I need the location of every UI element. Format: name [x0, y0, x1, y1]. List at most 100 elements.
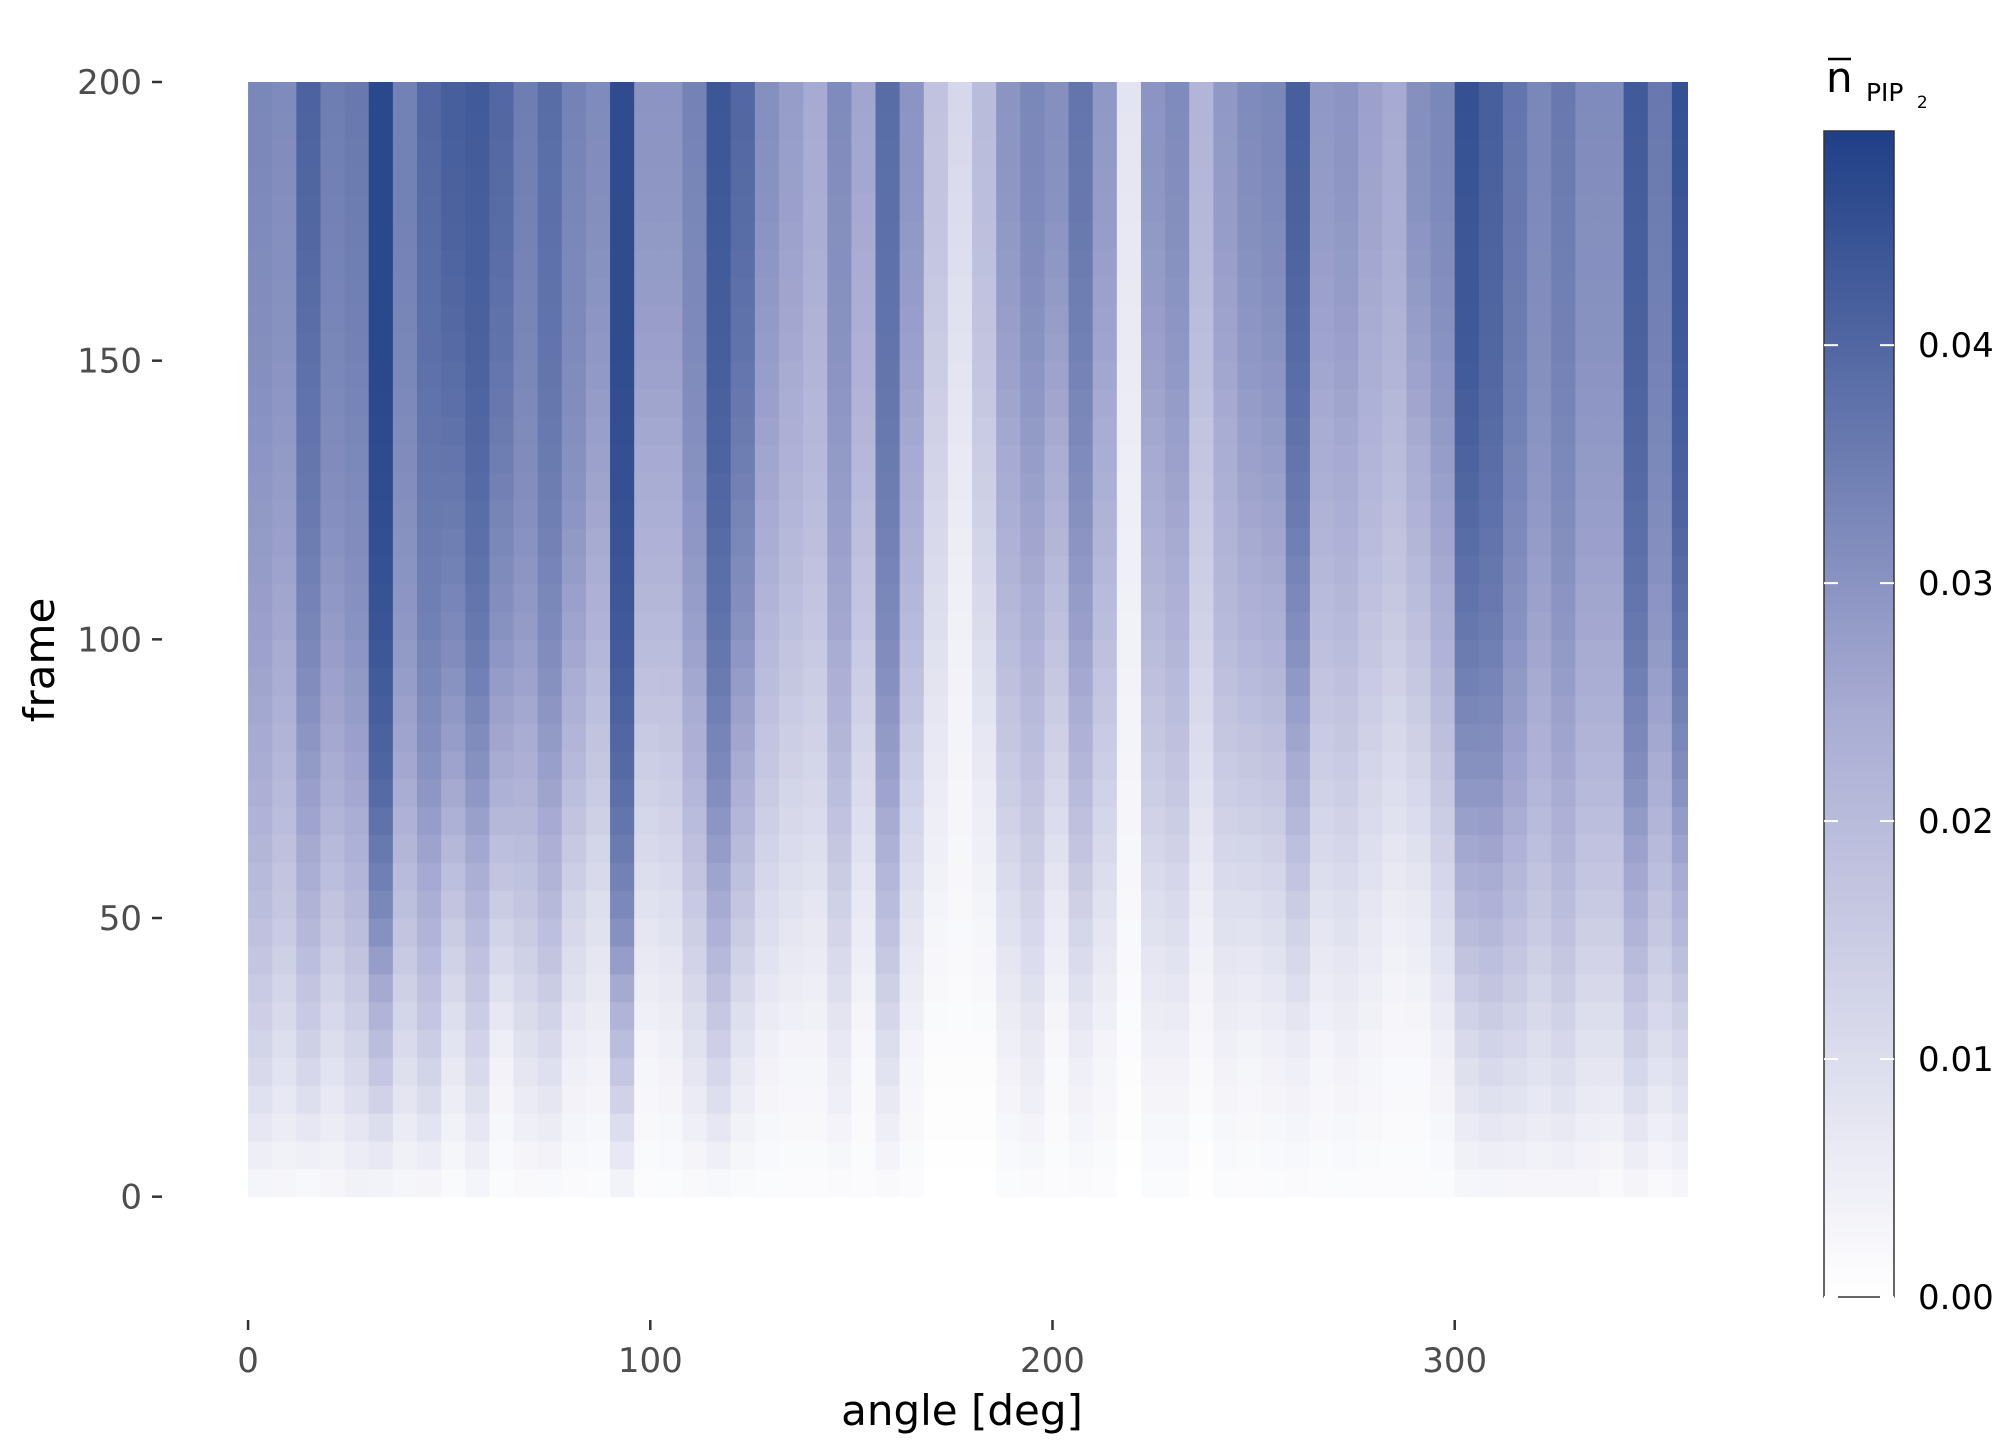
heatmap-cell	[513, 1029, 539, 1058]
heatmap-cell	[1334, 750, 1359, 780]
heatmap-cell	[610, 165, 635, 195]
heatmap-cell	[1092, 1113, 1118, 1142]
heatmap-cell	[1309, 416, 1335, 445]
heatmap-cell	[561, 304, 587, 334]
heatmap-cell	[392, 555, 418, 585]
heatmap-cell	[513, 750, 539, 780]
heatmap-cell	[441, 722, 466, 752]
heatmap-cell	[1116, 221, 1142, 250]
heatmap-cell	[489, 722, 515, 752]
heatmap-cell	[1285, 277, 1311, 306]
heatmap-cell	[489, 360, 515, 390]
heatmap-cell	[730, 1168, 756, 1198]
heatmap-cell	[248, 109, 273, 139]
heatmap-cell	[899, 973, 925, 1003]
heatmap-cell	[923, 555, 949, 585]
heatmap-cell	[585, 695, 611, 724]
heatmap-cell	[585, 862, 611, 891]
heatmap-cell	[1213, 667, 1239, 696]
heatmap-cell	[585, 388, 611, 418]
heatmap-cell	[803, 304, 828, 334]
heatmap-cell	[1671, 193, 1688, 222]
heatmap-cell	[465, 1029, 490, 1058]
heatmap-cell	[1599, 778, 1625, 808]
heatmap-cell	[1478, 890, 1504, 919]
heatmap-cell	[320, 360, 346, 390]
heatmap-cell	[248, 611, 273, 640]
heatmap-cell	[1454, 918, 1480, 947]
heatmap-cell	[827, 416, 852, 445]
heatmap-cell	[1478, 1085, 1504, 1114]
heatmap-cell	[1575, 388, 1601, 418]
heatmap-cell	[1116, 1168, 1142, 1198]
heatmap-cell	[996, 193, 1021, 222]
heatmap-cell	[1165, 890, 1190, 919]
heatmap-cell	[1309, 918, 1335, 947]
heatmap-cell	[1623, 945, 1649, 975]
heatmap-cell	[320, 82, 346, 111]
heatmap-cell	[1116, 193, 1142, 222]
heatmap-cell	[1575, 165, 1601, 195]
heatmap-cell	[1189, 778, 1214, 808]
heatmap-cell	[1382, 249, 1408, 278]
heatmap-cell	[1358, 1085, 1383, 1114]
heatmap-cell	[1309, 1113, 1335, 1142]
heatmap-cell	[296, 388, 322, 418]
heatmap-cell	[1165, 1057, 1190, 1086]
heatmap-cell	[1454, 778, 1480, 808]
heatmap-cell	[561, 862, 587, 891]
heatmap-cell	[1165, 527, 1190, 557]
heatmap-cell	[827, 1029, 852, 1058]
heatmap-cell	[1358, 1029, 1383, 1058]
heatmap-cell	[1599, 332, 1625, 362]
heatmap-cell	[513, 1001, 539, 1031]
heatmap-cell	[320, 611, 346, 640]
heatmap-cell	[441, 444, 466, 473]
heatmap-cell	[1237, 945, 1263, 975]
heatmap-cell	[1575, 639, 1601, 668]
heatmap-cell	[1068, 193, 1094, 222]
heatmap-cell	[875, 249, 901, 278]
heatmap-cell	[972, 1029, 997, 1058]
heatmap-cell	[1068, 137, 1094, 167]
heatmap-cell	[706, 304, 732, 334]
heatmap-cell	[1551, 109, 1576, 139]
heatmap-cell	[1551, 890, 1576, 919]
heatmap-cell	[1454, 834, 1480, 863]
heatmap-cell	[1382, 1168, 1408, 1198]
heatmap-cell	[754, 249, 780, 278]
heatmap-cell	[1116, 1001, 1142, 1031]
heatmap-cell	[296, 639, 322, 668]
heatmap-cell	[658, 193, 684, 222]
heatmap-cell	[730, 221, 756, 250]
heatmap-cell	[706, 332, 732, 362]
heatmap-cell	[1478, 444, 1504, 473]
heatmap-cell	[1406, 695, 1432, 724]
heatmap-cell	[417, 527, 442, 557]
heatmap-cell	[923, 862, 949, 891]
heatmap-cell	[417, 1085, 442, 1114]
heatmap-cell	[320, 527, 346, 557]
heatmap-cell	[1309, 444, 1335, 473]
heatmap-cell	[585, 500, 611, 529]
heatmap-cell	[1068, 527, 1094, 557]
heatmap-cell	[1647, 1001, 1673, 1031]
heatmap-cell	[1406, 221, 1432, 250]
heatmap-cell	[1551, 806, 1576, 836]
heatmap-cell	[1382, 1001, 1408, 1031]
heatmap-cell	[1116, 834, 1142, 863]
heatmap-cell	[1454, 1001, 1480, 1031]
x-ticks: 0 100 200 300	[237, 1320, 1487, 1381]
heatmap-cell	[996, 137, 1021, 167]
heatmap-cell	[827, 555, 852, 585]
heatmap-cell	[1478, 918, 1504, 947]
heatmap-cell	[1527, 1057, 1552, 1086]
heatmap-cell	[585, 750, 611, 780]
heatmap-cell	[1261, 555, 1287, 585]
heatmap-cell	[561, 1168, 587, 1198]
heatmap-cell	[682, 555, 708, 585]
heatmap-cell	[1213, 165, 1239, 195]
heatmap-cell	[827, 1113, 852, 1142]
heatmap-cell	[1382, 277, 1408, 306]
heatmap-cell	[489, 1001, 515, 1031]
